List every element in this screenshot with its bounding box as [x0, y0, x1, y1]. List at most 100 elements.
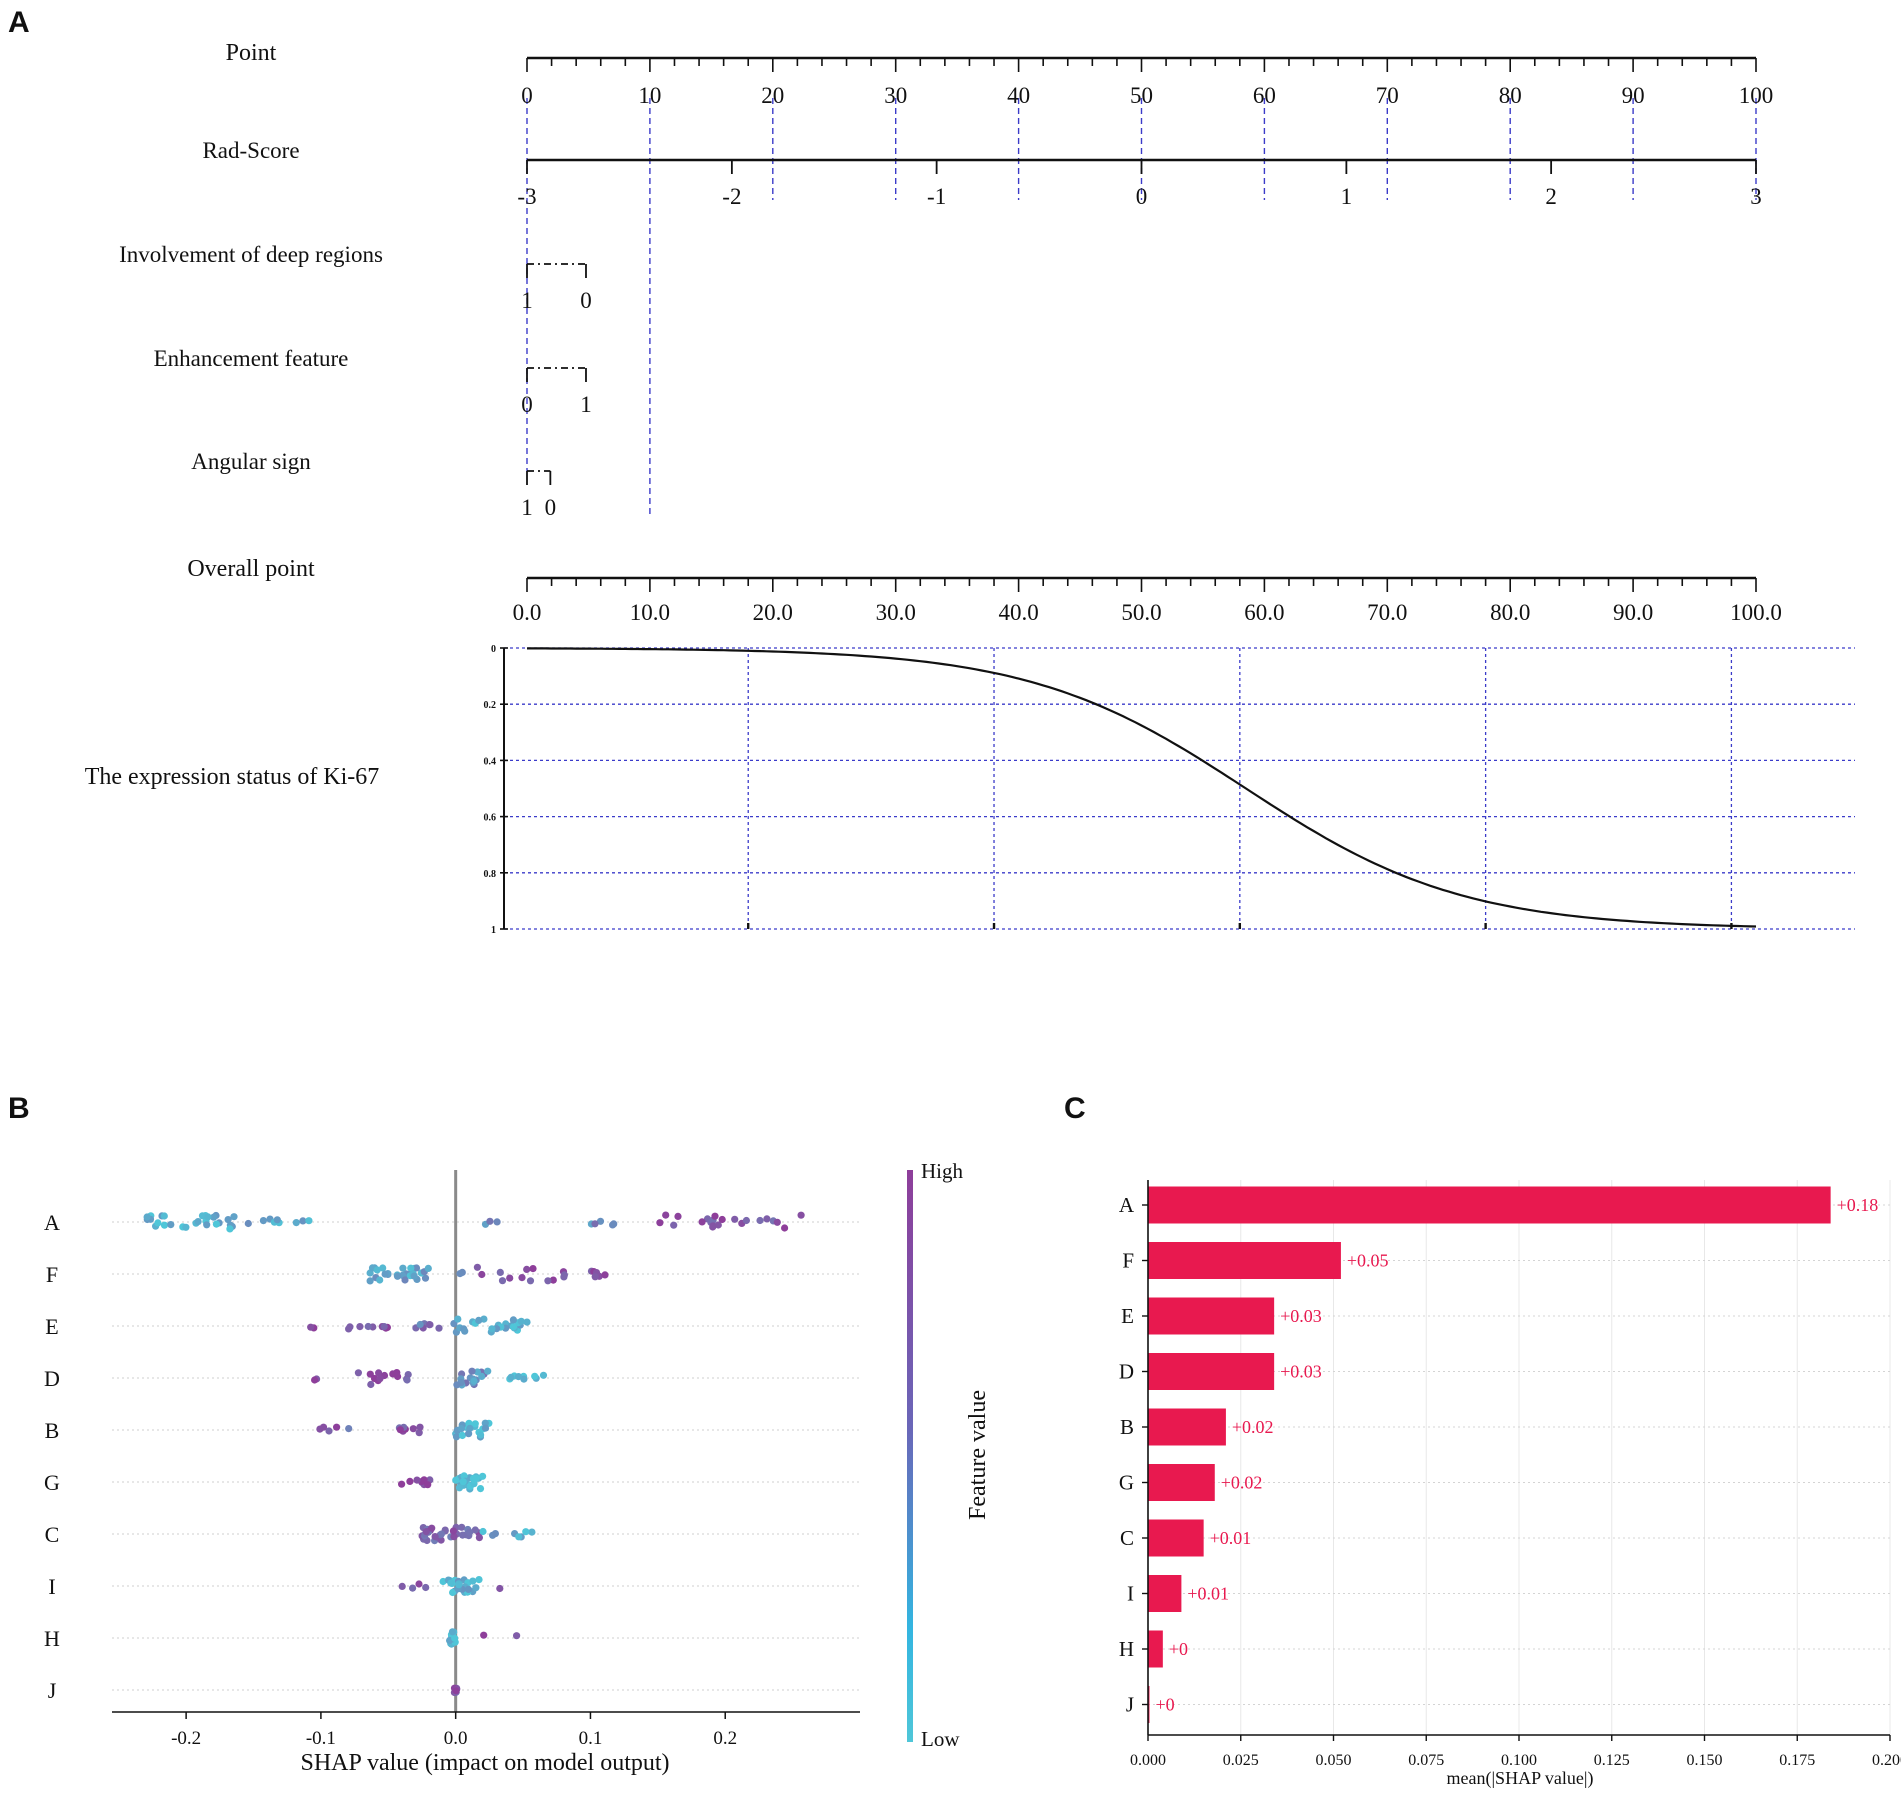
bar-C [1148, 1519, 1204, 1557]
shap-point [528, 1528, 536, 1536]
shap-point [426, 1321, 434, 1329]
shap-point [452, 1476, 460, 1484]
shap-point [458, 1431, 466, 1440]
point-scale-tick-label: 40 [1007, 83, 1030, 108]
shap-point [517, 1317, 525, 1325]
variable-label: Enhancement feature [154, 346, 349, 371]
shap-point [435, 1324, 443, 1332]
shap-feature-label: A [44, 1210, 60, 1235]
point-scale-tick-label: 60 [1253, 83, 1276, 108]
shap-point [458, 1523, 466, 1531]
shap-point [437, 1536, 445, 1544]
outcome-y-tick-label: 0 [491, 644, 496, 655]
shap-point [457, 1425, 465, 1433]
shap-point [466, 1528, 474, 1536]
shap-point [393, 1272, 402, 1280]
shap-point [415, 1580, 423, 1588]
shap-point [477, 1431, 485, 1439]
shap-point [591, 1273, 599, 1281]
shap-point [591, 1220, 599, 1228]
shap-point [488, 1325, 496, 1333]
shap-point [212, 1220, 220, 1228]
colorbar-title: Feature value [965, 1390, 991, 1520]
variable-tick-label: 1 [1341, 184, 1353, 209]
shap-x-tick-label: 0.1 [579, 1728, 603, 1749]
shap-point [307, 1323, 315, 1331]
bar-x-tick-label: 0.025 [1223, 1752, 1259, 1769]
shap-point [461, 1327, 469, 1335]
shap-point [544, 1277, 552, 1285]
overall-scale-tick-label: 10.0 [630, 600, 670, 625]
shap-point [507, 1373, 515, 1381]
bar-E [1148, 1297, 1275, 1335]
shap-point [259, 1217, 267, 1225]
shap-point [381, 1270, 389, 1278]
shap-point [226, 1225, 234, 1233]
shap-point [514, 1373, 523, 1381]
shap-point [454, 1315, 462, 1323]
bar-x-tick-label: 0.000 [1130, 1752, 1166, 1769]
shap-point [763, 1215, 771, 1223]
shap-point [515, 1533, 523, 1541]
shap-point [601, 1271, 609, 1279]
shap-point [160, 1212, 168, 1220]
shap-point [480, 1631, 488, 1639]
overall-scale-tick-label: 90.0 [1613, 600, 1653, 625]
shap-feature-label: D [44, 1366, 60, 1391]
shap-bar-chart: +0.18 A +0.05 F +0.03 E +0.03 D +0.02 B +0.02 G +0.0… [1119, 1180, 1901, 1789]
shap-point [406, 1477, 414, 1485]
variable-tick-label: 0 [580, 288, 592, 313]
shap-point [478, 1372, 486, 1380]
shap-point [364, 1322, 372, 1331]
bar-x-tick-label: 0.125 [1594, 1752, 1630, 1769]
bar-x-axis-label: mean(|SHAP value|) [1446, 1768, 1593, 1789]
shap-point [376, 1276, 384, 1284]
shap-point [333, 1423, 341, 1431]
shap-point [518, 1274, 526, 1282]
shap-point [447, 1579, 455, 1587]
shap-point [421, 1274, 430, 1282]
shap-point [182, 1223, 190, 1231]
shap-point [448, 1628, 457, 1636]
shap-point [459, 1478, 467, 1486]
shap-point [431, 1533, 439, 1541]
bar-value-label: +0 [1169, 1639, 1188, 1659]
shap-point [345, 1425, 353, 1433]
shap-point [453, 1381, 461, 1389]
shap-point [475, 1316, 483, 1324]
bar-I [1148, 1575, 1182, 1612]
shap-feature-label: C [45, 1522, 60, 1547]
outcome-y-tick-label: 0.2 [484, 700, 497, 711]
bar-x-tick-label: 0.150 [1687, 1752, 1723, 1769]
shap-point [596, 1217, 605, 1225]
shap-point [714, 1221, 722, 1229]
overall-scale-tick-label: 100.0 [1730, 600, 1782, 625]
colorbar [907, 1170, 913, 1742]
shap-point [203, 1221, 211, 1229]
shap-point [244, 1219, 252, 1228]
point-scale-tick-label: 0 [521, 83, 533, 108]
shap-point [549, 1276, 557, 1284]
shap-point [422, 1583, 430, 1592]
bar-D [1148, 1353, 1275, 1390]
shap-point [398, 1582, 406, 1590]
shap-point [455, 1581, 463, 1589]
shap-point [415, 1429, 423, 1437]
shap-point [513, 1632, 521, 1640]
shap-point [756, 1216, 764, 1225]
bar-value-label: +0.01 [1187, 1584, 1229, 1604]
shap-point [479, 1527, 487, 1536]
shap-point [797, 1211, 805, 1219]
shap-point [471, 1420, 479, 1428]
shap-point [409, 1425, 417, 1433]
shap-point [471, 1526, 479, 1534]
shap-point [167, 1221, 175, 1229]
shap-point [410, 1272, 418, 1280]
shap-point [509, 1323, 518, 1331]
shap-point [718, 1215, 726, 1224]
shap-point [204, 1213, 212, 1221]
shap-point [781, 1224, 789, 1232]
overall-scale-tick-label: 30.0 [876, 600, 916, 625]
shap-point [656, 1219, 664, 1227]
